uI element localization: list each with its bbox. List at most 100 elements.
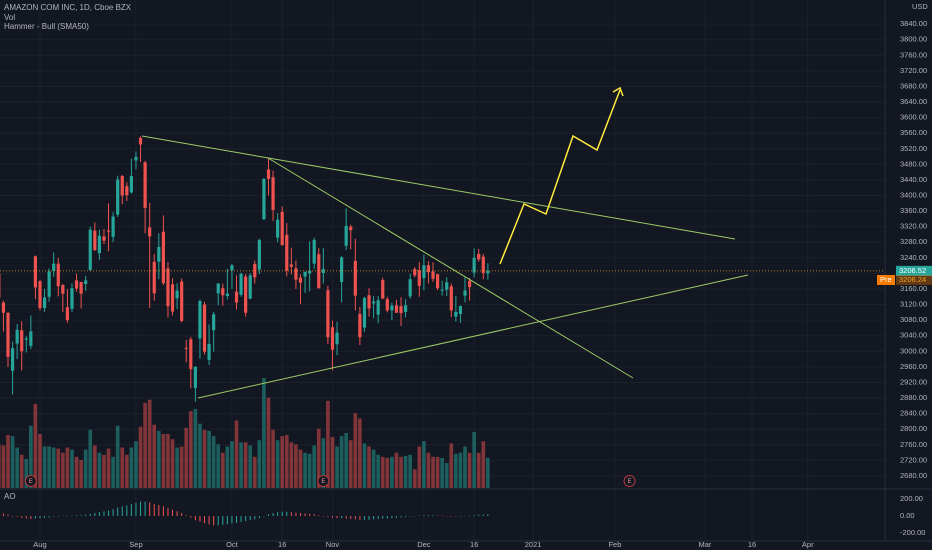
volume-bar — [143, 402, 147, 488]
volume-bar — [51, 447, 56, 488]
ao-bar — [39, 516, 41, 519]
candle-body — [56, 263, 60, 287]
premarket-name: Pre — [880, 275, 892, 284]
y-tick-label: 3320.00 — [900, 222, 927, 231]
volume-bar — [24, 458, 29, 488]
candle-body — [212, 314, 216, 331]
candle-body — [1, 302, 6, 313]
ao-bar — [48, 516, 50, 518]
candle-body — [303, 271, 307, 277]
y-tick-label: 3040.00 — [900, 331, 927, 340]
ao-layer — [2, 501, 489, 526]
premarket-value: 3206.24 — [899, 275, 926, 284]
candle-body — [88, 229, 92, 270]
premarket-box — [896, 274, 932, 285]
volume-legend: Vol — [4, 13, 15, 22]
volume-bar — [29, 425, 33, 488]
candle-body — [152, 261, 156, 294]
x-tick-label: Dec — [417, 540, 431, 549]
y-tick-label: 3240.00 — [900, 253, 927, 262]
ao-bar — [267, 514, 269, 517]
ao-bar — [286, 511, 288, 517]
x-tick-label: 2021 — [525, 540, 542, 549]
candle-body — [106, 230, 111, 232]
volume-bar — [115, 425, 120, 488]
ao-tick-label: -200.00 — [900, 528, 925, 537]
ao-bar — [62, 515, 64, 517]
volume-bar — [74, 456, 79, 488]
x-tick-label: Sep — [129, 540, 142, 549]
candle-body — [294, 268, 298, 280]
volume-bar — [316, 428, 321, 488]
volume-bar — [344, 432, 349, 488]
ao-bar — [222, 516, 224, 525]
y-tick-label: 3640.00 — [900, 97, 927, 106]
candle-body — [120, 176, 124, 196]
candle-body — [362, 297, 367, 328]
candle-body — [344, 225, 348, 246]
ao-bar — [21, 516, 23, 518]
ao-bar — [341, 516, 343, 519]
ao-bar — [236, 516, 238, 523]
volume-bar — [303, 452, 307, 488]
volume-bar — [353, 413, 358, 488]
y-tick-label: 3520.00 — [900, 144, 927, 153]
volume-bar — [239, 442, 243, 488]
ao-bar — [80, 515, 82, 517]
candle-body — [129, 176, 133, 193]
ao-bar — [400, 516, 402, 518]
ao-bar — [240, 516, 242, 522]
candle-body — [20, 330, 24, 352]
candle-body — [298, 277, 303, 283]
candle-body — [477, 253, 481, 260]
ao-bar — [359, 516, 361, 520]
volume-bar — [467, 452, 472, 488]
volume-bar — [10, 436, 15, 488]
candle-body — [280, 211, 284, 245]
candle-body — [230, 265, 234, 271]
y-tick-label: 3720.00 — [900, 66, 927, 75]
volume-bar — [6, 435, 10, 488]
ao-bar — [2, 513, 4, 517]
candle-body — [138, 137, 143, 145]
ao-bar — [405, 516, 407, 518]
volume-bar — [326, 400, 330, 488]
ao-bar — [414, 516, 416, 517]
ao-bar — [437, 515, 439, 517]
volume-bar — [486, 457, 490, 488]
candle-body — [234, 291, 239, 303]
volume-bar — [93, 445, 97, 488]
volume-bar — [211, 436, 216, 488]
volume-bar — [266, 397, 271, 488]
ao-bar — [254, 516, 256, 520]
ao-bar — [190, 516, 192, 518]
ao-bar — [391, 516, 393, 519]
ao-bar — [30, 516, 32, 519]
volume-bar — [138, 426, 143, 488]
candle-body — [458, 306, 463, 314]
ao-bar — [313, 514, 315, 517]
volume-bar — [65, 447, 70, 488]
volume-bar — [449, 443, 454, 488]
candle-body — [216, 283, 220, 294]
candle-body — [239, 273, 243, 295]
volume-bar — [271, 429, 275, 488]
volume-bar — [408, 454, 412, 488]
ao-bar — [382, 516, 384, 519]
candle-body — [102, 236, 106, 241]
candle-body — [445, 282, 449, 290]
candle-body — [248, 275, 252, 299]
ao-bar — [12, 516, 14, 517]
ao-bar — [450, 516, 452, 517]
ao-tick-label: 200.00 — [900, 494, 923, 503]
volume-bar — [376, 454, 381, 488]
ao-bar — [354, 516, 356, 520]
candle-body — [15, 329, 19, 344]
ao-bar — [199, 516, 201, 522]
last-price-box — [896, 265, 932, 276]
candle-body — [390, 305, 394, 311]
ao-bar — [487, 514, 489, 517]
ao-bar — [121, 506, 123, 517]
ao-bar — [304, 513, 306, 517]
ao-bar — [181, 513, 183, 517]
